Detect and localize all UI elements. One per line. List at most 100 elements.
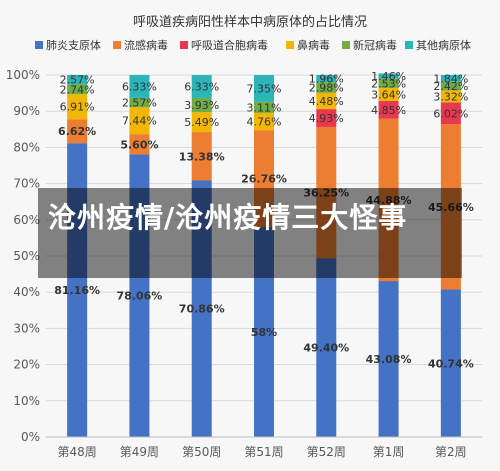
data-label: 4.93%	[309, 112, 344, 125]
bar-segment	[378, 73, 399, 79]
data-label: 2.74%	[60, 83, 95, 96]
y-tick-label: 70%	[13, 177, 40, 191]
data-label: 3.64%	[371, 88, 406, 101]
data-label: 2.98%	[309, 81, 344, 94]
x-tick-label: 第1周	[373, 445, 405, 459]
bar-segment	[254, 227, 274, 437]
legend-swatch	[180, 41, 188, 49]
x-tick-label: 第49周	[120, 445, 159, 459]
data-label: 2.57%	[122, 97, 157, 110]
bar-segment	[440, 102, 461, 125]
data-label: 36.25%	[303, 187, 349, 200]
bar-segment	[129, 97, 150, 108]
bar-segment	[254, 101, 274, 113]
data-label: 2.42%	[433, 80, 468, 93]
y-tick-label: 20%	[13, 358, 40, 372]
data-label: 5.60%	[120, 138, 158, 151]
x-axis: 第48周 第49周 第50周 第51周 第52周 第1周 第2周	[46, 436, 482, 459]
bar-segment	[191, 180, 212, 437]
data-label: 4.48%	[309, 95, 344, 108]
bar-segment	[316, 92, 337, 110]
y-tick-label: 80%	[13, 140, 40, 154]
data-label: 43.08%	[366, 353, 412, 366]
data-label: 6.33%	[184, 80, 219, 93]
data-label: 5.49%	[184, 116, 219, 129]
y-tick-label: 40%	[13, 285, 40, 299]
bar-segment	[378, 118, 399, 282]
bars	[67, 73, 461, 438]
data-label: 78.06%	[117, 290, 163, 303]
data-label: 40.74%	[428, 357, 474, 370]
legend-label: 肺炎支原体	[46, 38, 101, 52]
data-label: 70.86%	[179, 303, 225, 316]
bar-segment	[378, 78, 399, 88]
bar-segment	[67, 75, 88, 85]
bar-segment	[67, 84, 88, 95]
legend-label: 鼻病毒	[297, 38, 330, 52]
data-label: 81.16%	[54, 284, 100, 297]
bar-segment	[254, 75, 274, 102]
data-label: 49.40%	[303, 342, 349, 355]
bar-segment	[316, 109, 337, 127]
bar-segment	[378, 281, 399, 437]
data-label: 7.35%	[247, 82, 282, 95]
bar-segment	[378, 101, 399, 119]
data-label: 3.32%	[433, 90, 468, 103]
x-tick-label: 第48周	[58, 445, 97, 459]
data-label: 2.57%	[60, 74, 95, 87]
bar-segment	[67, 143, 88, 437]
bar-segment	[254, 130, 274, 228]
data-label: 1.46%	[371, 70, 406, 83]
x-tick-label: 第2周	[435, 445, 467, 459]
y-tick-label: 90%	[13, 104, 40, 118]
y-tick-label: 30%	[13, 321, 40, 335]
bar-segment	[129, 154, 150, 438]
data-label: 4.76%	[247, 116, 282, 129]
bar-segment	[440, 124, 461, 290]
bar-segment	[67, 119, 88, 144]
legend: 肺炎支原体 流感病毒 呼吸道合胞病毒 鼻病毒 新冠病毒 其他病原体	[35, 38, 471, 52]
bar-segment	[378, 87, 399, 102]
legend-swatch	[342, 41, 350, 49]
data-label: 45.66%	[428, 201, 474, 214]
data-label: 7.44%	[122, 115, 157, 128]
bar-segment	[191, 75, 212, 98]
legend-swatch	[405, 41, 413, 49]
bar-segment	[316, 75, 337, 83]
bar-segment	[316, 82, 337, 93]
legend-label: 呼吸道合胞病毒	[191, 38, 268, 52]
bar-segment	[440, 75, 461, 82]
legend-label: 新冠病毒	[353, 38, 397, 52]
bar-segment	[440, 289, 461, 437]
y-tick-label: 60%	[13, 213, 40, 227]
legend-label: 其他病原体	[416, 38, 471, 52]
y-tick-label: 10%	[13, 394, 40, 408]
data-label: 1.96%	[309, 73, 344, 86]
chart-title: 呼吸道疾病阳性样本中病原体的占比情况	[133, 14, 367, 30]
legend-swatch	[286, 41, 294, 49]
bar-segment	[440, 81, 461, 91]
bar-segment	[316, 126, 337, 259]
y-axis: 0% 10% 20% 30% 40% 50% 60% 70% 80% 90% 100%	[6, 68, 40, 444]
data-label: 26.76%	[241, 173, 287, 186]
bar-segment	[129, 134, 150, 155]
data-label: 6.91%	[60, 101, 95, 114]
bar-segment	[67, 94, 88, 120]
title-overlay-band	[38, 188, 462, 278]
bar-segment	[129, 75, 150, 98]
data-label: 4.85%	[371, 104, 406, 117]
data-label: 6.02%	[433, 107, 468, 120]
legend-label: 流感病毒	[124, 38, 168, 52]
data-label: 6.33%	[122, 80, 157, 93]
data-labels: 81.16%6.62%6.91%2.74%2.57%78.06%5.60%7.4…	[54, 70, 474, 370]
data-label: 58%	[251, 326, 277, 339]
x-tick-label: 第51周	[244, 445, 283, 459]
bar-segment	[316, 258, 337, 437]
legend-swatch	[113, 41, 121, 49]
x-tick-label: 第50周	[182, 445, 221, 459]
data-label: 3.11%	[247, 101, 282, 114]
y-tick-label: 50%	[13, 249, 40, 263]
data-label: 44.88%	[366, 194, 412, 207]
